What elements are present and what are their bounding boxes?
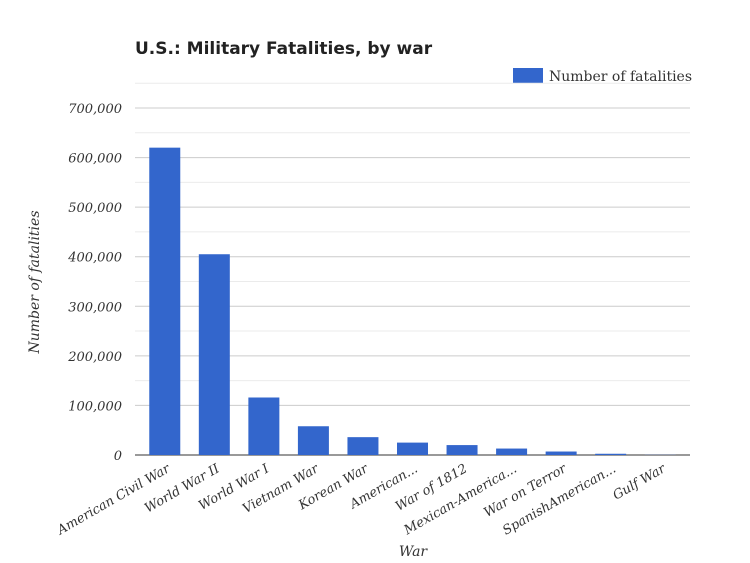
bar	[149, 147, 181, 455]
bar	[496, 448, 528, 455]
x-axis-label: War	[399, 544, 429, 560]
y-tick-label: 300,000	[68, 300, 122, 315]
bar	[198, 254, 230, 455]
chart-title: U.S.: Military Fatalities, by war	[135, 39, 433, 59]
bar	[347, 437, 379, 455]
bar	[446, 445, 478, 455]
legend-swatch	[513, 68, 543, 83]
y-tick-label: 700,000	[68, 102, 122, 117]
y-tick-label: 600,000	[68, 152, 122, 167]
bar	[595, 453, 627, 455]
y-axis-label: Number of fatalities	[27, 210, 43, 354]
legend-label: Number of fatalities	[549, 69, 692, 85]
y-tick-label: 400,000	[67, 251, 122, 266]
legend: Number of fatalities	[513, 68, 692, 85]
y-tick-label: 100,000	[68, 399, 122, 414]
y-tick-label: 500,000	[68, 201, 122, 216]
bar	[545, 451, 577, 455]
bar	[397, 442, 428, 455]
bar	[297, 426, 329, 455]
y-tick-label: 200,000	[67, 350, 122, 365]
bar	[248, 397, 280, 455]
y-tick-label: 0	[114, 449, 122, 464]
x-tick-label: Gulf War	[610, 461, 668, 503]
